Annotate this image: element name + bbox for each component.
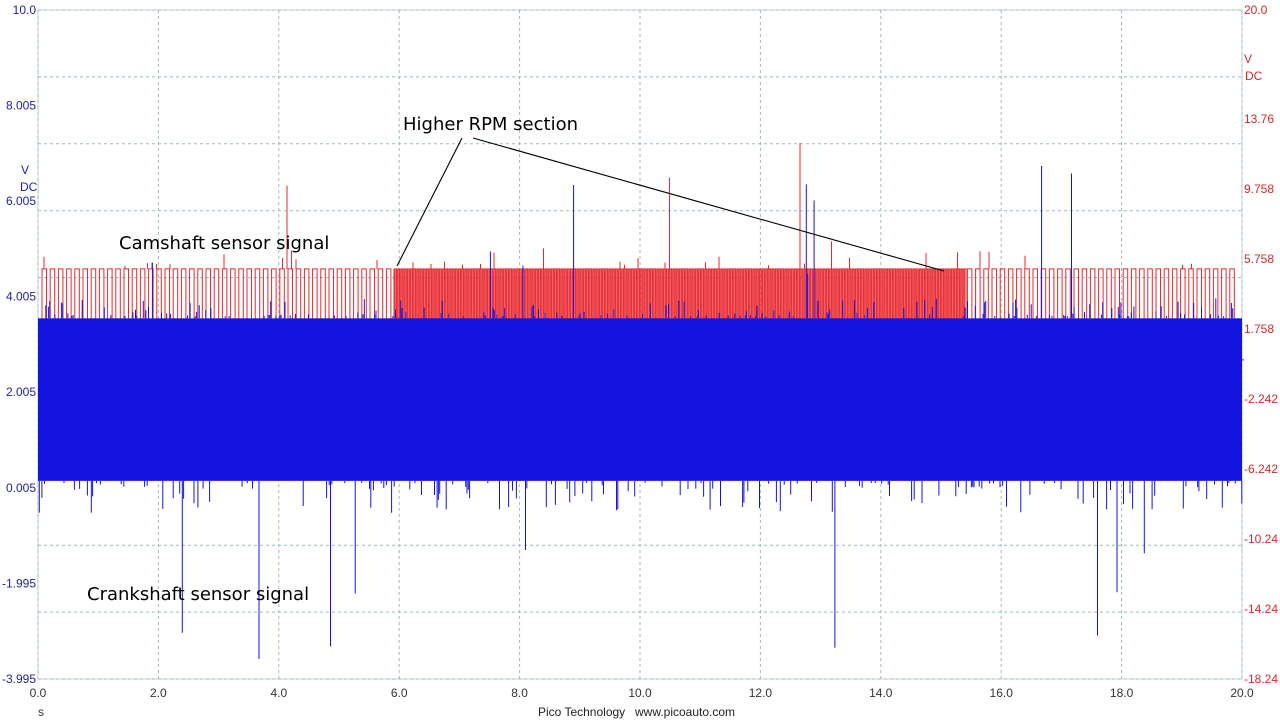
left-axis-tick-label: 8.005 [6,98,36,112]
x-axis-tick-label: 8.0 [511,686,528,700]
x-axis-tick-label: 14.0 [869,686,893,700]
x-axis-tick-label: 6.0 [391,686,408,700]
left-axis-tick-label: 0.005 [6,481,36,495]
annotation-pointer-right [472,137,945,272]
right-axis-unit-dc: DC [1245,69,1263,83]
x-axis-tick-label: 16.0 [990,686,1014,700]
annotations: Higher RPM section Camshaft sensor signa… [87,114,945,605]
x-axis-tick-label: 10.0 [628,686,652,700]
left-axis-tick-label: 10.0 [13,3,37,17]
right-axis-ticks: 20.0 13.76 9.758 5.758 1.758 -2.242 -6.242 -10.… [1244,3,1278,686]
annotation-camshaft: Camshaft sensor signal [119,233,329,254]
right-axis-tick-label: 13.76 [1244,112,1274,126]
left-axis-tick-label: 2.005 [6,385,36,399]
annotation-crankshaft: Crankshaft sensor signal [87,584,309,605]
left-axis-ticks: 10.0 8.005 6.005 4.005 2.005 0.005 -1.995 -3.99… [2,3,36,686]
x-axis-tick-label: 18.0 [1110,686,1134,700]
right-axis-tick-label: -10.24 [1244,532,1278,546]
x-axis-tick-label: 0.0 [30,686,47,700]
annotation-higher-rpm: Higher RPM section [403,114,578,135]
right-axis-unit-v: V [1244,52,1252,66]
x-axis-ticks: 0.0 2.0 4.0 6.0 8.0 10.0 12.0 14.0 16.0 18.0 20.0 [30,686,1254,700]
x-axis-unit: s [38,705,44,719]
right-axis-tick-label: 5.758 [1244,252,1274,266]
left-axis-tick-label: -1.995 [2,576,36,590]
crankshaft-trace [38,166,1243,659]
crankshaft-pulse-band [38,318,1242,481]
right-axis-tick-label: -2.242 [1244,392,1278,406]
left-axis-unit-v: V [21,163,29,177]
x-axis-tick-label: 12.0 [749,686,773,700]
right-axis-tick-label: 20.0 [1244,3,1268,17]
right-axis-tick-label: -18.24 [1244,672,1278,686]
left-axis-tick-label: 6.005 [6,194,36,208]
footer-brand: Pico Technology [538,705,625,719]
right-axis-tick-label: 9.758 [1244,182,1274,196]
annotation-pointer-left [396,137,463,267]
right-axis-tick-label: 1.758 [1244,322,1274,336]
x-axis-tick-label: 20.0 [1230,686,1254,700]
x-axis-tick-label: 4.0 [270,686,287,700]
x-axis-tick-label: 2.0 [150,686,167,700]
footer-url: www.picoauto.com [634,705,735,719]
crankshaft-spikes [38,166,1243,659]
left-axis-unit-dc: DC [20,180,38,194]
left-axis-tick-label: 4.005 [6,290,36,304]
right-axis-tick-label: -6.242 [1244,462,1278,476]
left-axis-tick-label: -3.995 [2,672,36,686]
right-axis-tick-label: -14.24 [1244,602,1278,616]
